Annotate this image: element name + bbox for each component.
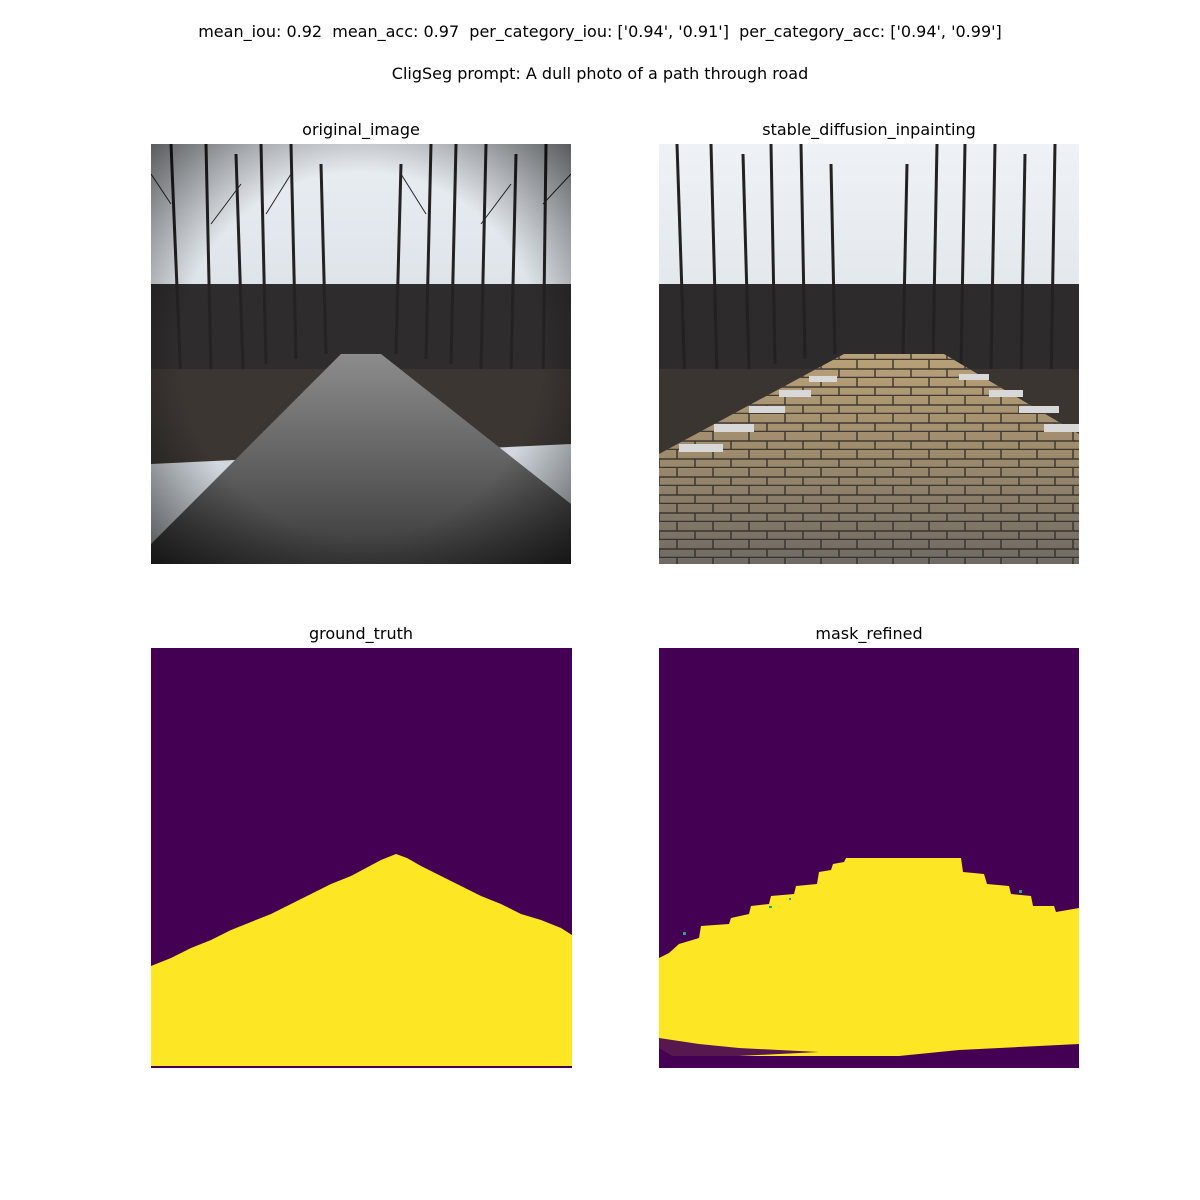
original-image — [151, 144, 571, 564]
original-image-title: original_image — [302, 120, 420, 139]
inpainting-image — [659, 144, 1079, 564]
prompt-title: CligSeg prompt: A dull photo of a path t… — [391, 64, 809, 83]
mask-refined — [659, 648, 1079, 1068]
ground-truth-mask — [151, 648, 572, 1068]
inpainting-title: stable_diffusion_inpainting — [762, 120, 976, 139]
ground-truth-title: ground_truth — [308, 624, 413, 643]
metrics-title: mean_iou: 0.92 mean_acc: 0.97 per_catego… — [198, 22, 1002, 41]
mask-refined-title: mask_refined — [815, 624, 923, 643]
